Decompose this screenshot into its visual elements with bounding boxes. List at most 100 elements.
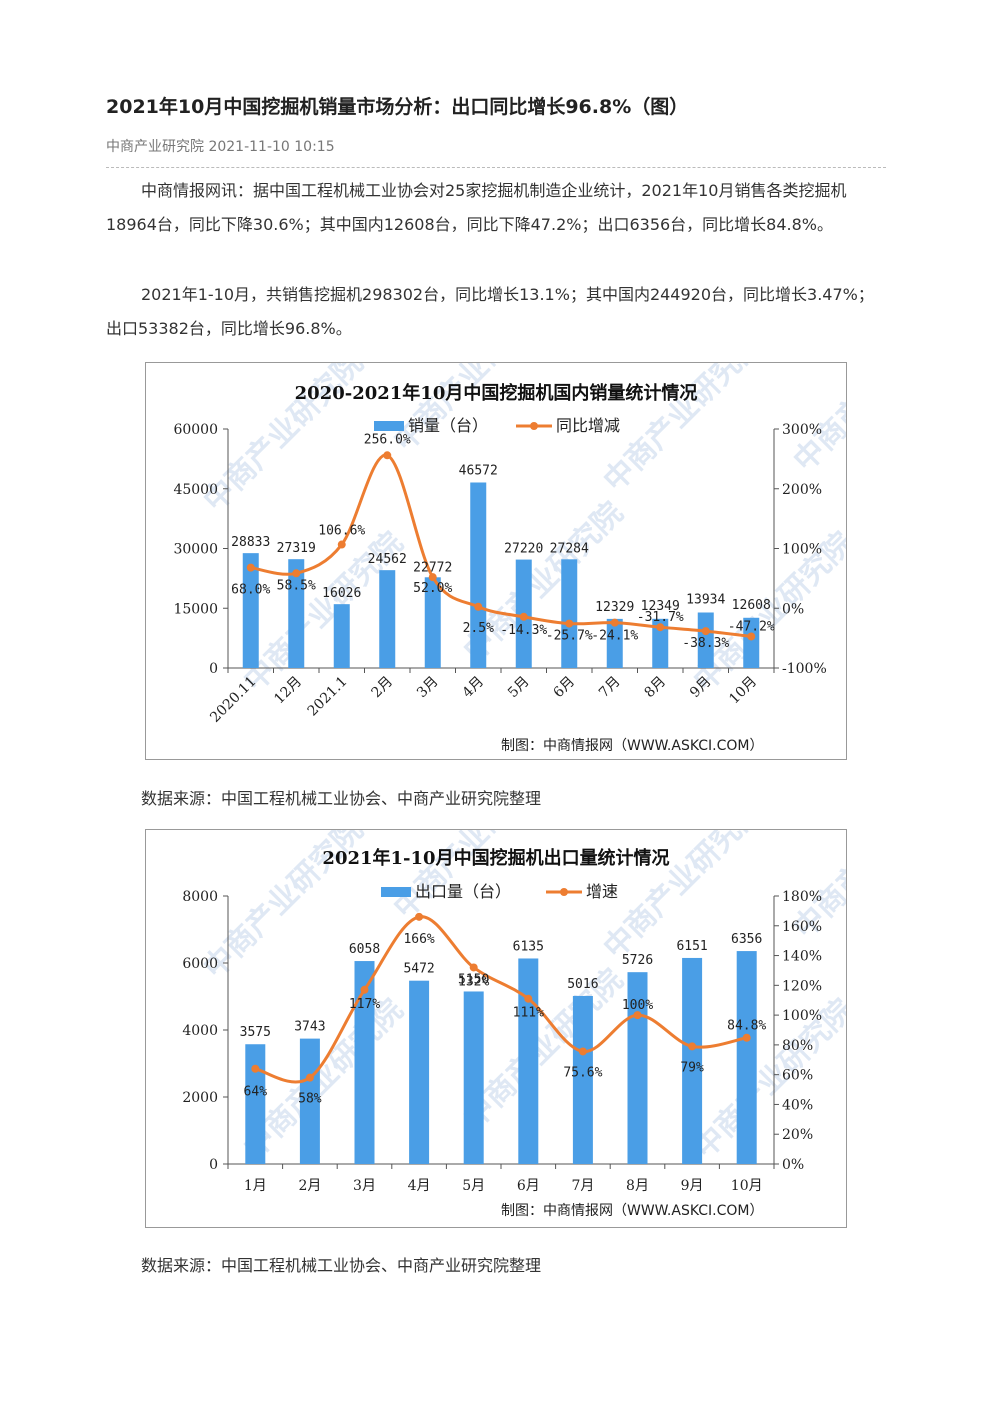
growth-value-label: 166% xyxy=(403,932,434,947)
bar-value-label: 5472 xyxy=(403,962,434,977)
x-tick-label: 8月 xyxy=(642,674,670,702)
growth-point xyxy=(688,1042,697,1051)
y-tick-label-left: 0 xyxy=(209,661,218,677)
growth-point xyxy=(565,619,574,628)
growth-point xyxy=(524,994,533,1003)
growth-point xyxy=(360,985,369,994)
y-tick-label-left: 0 xyxy=(209,1157,218,1173)
paragraph-2: 2021年1-10月，共销售挖掘机298302台，同比增长13.1%；其中国内2… xyxy=(106,285,874,338)
x-tick-label: 5月 xyxy=(462,1178,485,1194)
bar xyxy=(652,618,669,668)
growth-point xyxy=(251,1064,260,1073)
bar xyxy=(736,951,757,1164)
bar xyxy=(409,980,430,1164)
divider xyxy=(106,167,886,168)
y-tick-label-right: 100% xyxy=(782,542,822,558)
bar xyxy=(288,559,305,668)
growth-point xyxy=(428,573,437,582)
y-tick-label-right: 160% xyxy=(782,919,822,935)
y-tick-label-right: 140% xyxy=(782,949,822,965)
bar-value-label: 3575 xyxy=(240,1025,271,1040)
x-tick-label: 10月 xyxy=(731,1178,763,1194)
source-note-1: 数据来源：中国工程机械工业协会、中商产业研究院整理 xyxy=(141,789,542,808)
legend-label-bar: 销量（台） xyxy=(408,416,488,435)
growth-value-label: 256.0% xyxy=(364,432,411,447)
bar xyxy=(518,958,539,1164)
growth-value-label: 52.0% xyxy=(413,581,452,596)
growth-value-label: 84.8% xyxy=(727,1019,766,1034)
bar xyxy=(245,1044,266,1164)
y-tick-label-left: 6000 xyxy=(182,956,218,972)
bar xyxy=(606,618,623,668)
legend-label-line: 增速 xyxy=(586,882,618,901)
growth-value-label: 111% xyxy=(513,1006,544,1021)
watermark-text: 中商产业研究院 xyxy=(687,992,846,1165)
y-tick-label-left: 45000 xyxy=(173,482,218,498)
legend-swatch-bar xyxy=(374,421,404,431)
y-tick-label-right: 100% xyxy=(782,1008,822,1024)
bar xyxy=(627,972,648,1164)
article-title: 2021年10月中国挖掘机销量市场分析：出口同比增长96.8%（图） xyxy=(106,96,689,118)
chart-title: 2020-2021年10月中国挖掘机国内销量统计情况 xyxy=(295,382,698,404)
bar xyxy=(561,559,578,668)
growth-point xyxy=(747,632,756,641)
growth-value-label: 100% xyxy=(622,998,653,1013)
bar xyxy=(572,995,593,1164)
bar-value-label: 6058 xyxy=(349,942,380,957)
bar-value-label: 27220 xyxy=(504,542,543,557)
growth-value-label: 58% xyxy=(298,1092,322,1107)
y-tick-label-left: 30000 xyxy=(173,542,218,558)
growth-point xyxy=(578,1047,587,1056)
y-tick-label-right: 0% xyxy=(782,601,804,617)
x-tick-label: 3月 xyxy=(353,1178,376,1194)
bar xyxy=(682,957,703,1164)
bar-value-label: 5150 xyxy=(458,972,489,987)
growth-value-label: 58.5% xyxy=(277,578,316,593)
export-chart: 中商产业研究院 中商产业研究院 中商产业研究院 中商产业研究院 中商产业研究院 中商产业研… xyxy=(145,829,847,1228)
bar-value-label: 22772 xyxy=(413,560,452,575)
x-tick-label: 7月 xyxy=(596,674,624,702)
bar xyxy=(697,612,714,668)
legend-marker-line xyxy=(530,422,538,430)
y-tick-label-right: 120% xyxy=(782,978,822,994)
x-tick-label: 3月 xyxy=(414,674,442,702)
growth-point xyxy=(383,451,392,460)
growth-value-label: 106.6% xyxy=(318,524,365,539)
growth-value-label: -25.7% xyxy=(546,629,593,644)
bar-value-label: 6356 xyxy=(731,932,762,947)
watermark-text: 中商产业研究院 xyxy=(387,363,560,459)
legend-marker-line xyxy=(560,888,568,896)
growth-value-label: -14.3% xyxy=(500,623,547,638)
watermark-text: 中商产业研究院 xyxy=(387,830,560,926)
x-tick-label: 2020.11 xyxy=(207,674,259,726)
y-tick-label-left: 8000 xyxy=(182,889,218,905)
y-tick-label-right: 80% xyxy=(782,1038,813,1054)
bar xyxy=(379,570,396,668)
growth-value-label: -47.2% xyxy=(728,619,775,634)
growth-value-label: -24.1% xyxy=(591,629,638,644)
source-note-2: 数据来源：中国工程机械工业协会、中商产业研究院整理 xyxy=(141,1256,542,1275)
growth-value-label: -38.3% xyxy=(682,636,729,651)
y-tick-label-right: 200% xyxy=(782,482,822,498)
bar-value-label: 13934 xyxy=(686,592,725,607)
bar xyxy=(299,1038,320,1164)
x-tick-label: 6月 xyxy=(517,1178,540,1194)
growth-point xyxy=(610,618,619,627)
paragraph-1: 中商情报网讯：据中国工程机械工业协会对25家挖掘机制造企业统计，2021年10月… xyxy=(106,181,847,234)
bar-value-label: 24562 xyxy=(368,552,407,567)
growth-value-label: 2.5% xyxy=(463,621,494,636)
watermark-text: 中商产业研究院 xyxy=(787,363,846,479)
x-tick-label: 4月 xyxy=(460,674,488,702)
growth-value-label: 64% xyxy=(244,1085,268,1100)
y-tick-label-right: 40% xyxy=(782,1097,813,1113)
bar-value-label: 28833 xyxy=(231,535,270,550)
x-tick-label: 5月 xyxy=(505,674,533,702)
bar-value-label: 27319 xyxy=(277,541,316,556)
bar xyxy=(463,991,484,1164)
growth-value-label: 75.6% xyxy=(563,1065,602,1080)
legend-label-bar: 出口量（台） xyxy=(415,882,511,901)
growth-point xyxy=(519,612,528,621)
bar xyxy=(242,553,259,668)
y-tick-label-right: 0% xyxy=(782,1157,804,1173)
